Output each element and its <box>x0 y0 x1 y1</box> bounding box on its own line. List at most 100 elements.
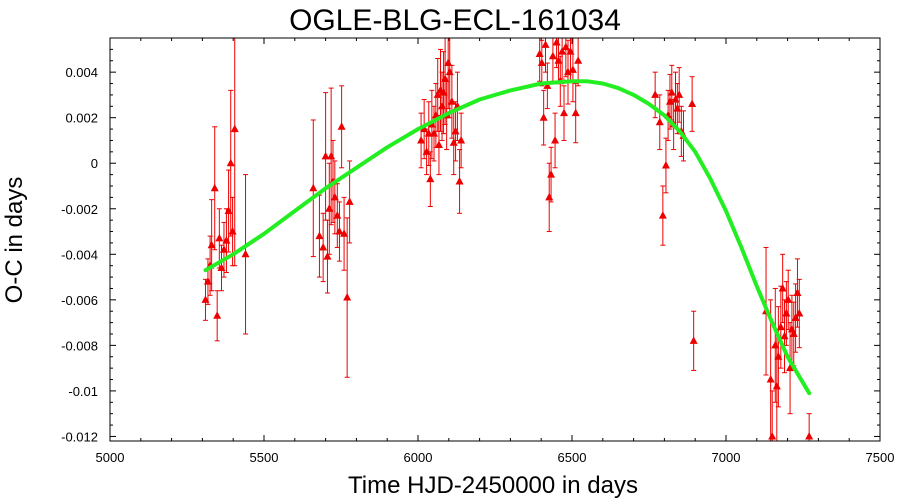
data-point <box>441 74 450 82</box>
data-point <box>547 170 556 178</box>
data-point <box>444 58 453 67</box>
data-point <box>768 431 777 440</box>
data-point <box>673 104 682 112</box>
x-tick-label: 6000 <box>404 450 433 465</box>
data-point <box>434 140 443 149</box>
data-point <box>215 233 224 242</box>
data-point <box>651 90 660 98</box>
data-point <box>447 97 456 105</box>
plot-frame <box>109 37 881 442</box>
data-point <box>776 322 785 331</box>
data-point <box>688 99 697 108</box>
data-point <box>438 101 447 110</box>
data-point <box>226 158 235 167</box>
data-point <box>241 249 250 258</box>
data-point <box>793 288 802 297</box>
data-point <box>805 431 814 440</box>
y-tick-label: -0.004 <box>61 247 98 262</box>
data-point <box>213 311 222 319</box>
x-tick-label: 6500 <box>558 450 587 465</box>
data-point <box>558 47 567 55</box>
data-point <box>340 229 349 237</box>
x-axis-label: Time HJD-2450000 in days <box>348 472 638 499</box>
data-point <box>345 197 354 205</box>
data-point <box>430 129 439 137</box>
data-point <box>782 308 791 317</box>
data-point <box>561 42 570 51</box>
data-point <box>667 88 676 96</box>
data-point <box>539 113 548 121</box>
plot-area: 5000 5500 6000 6500 7000 7500 0.004 0.002 0 -0.00… <box>61 37 894 465</box>
data-point <box>655 117 664 126</box>
data-point <box>445 67 454 76</box>
data-point <box>337 122 346 130</box>
data-point <box>323 252 332 260</box>
data-point <box>766 375 775 383</box>
data-point <box>433 90 442 98</box>
data-point <box>786 363 795 372</box>
data-point <box>784 295 793 303</box>
data-point <box>780 331 789 340</box>
data-point <box>563 67 572 76</box>
data-point <box>327 151 336 160</box>
data-point <box>559 108 568 117</box>
data-point <box>224 206 233 215</box>
data-point <box>665 97 674 105</box>
data-point <box>449 138 458 146</box>
data-point <box>778 283 787 292</box>
data-point <box>219 245 228 253</box>
data-point <box>552 38 561 46</box>
data-point <box>566 47 575 55</box>
data-point <box>771 340 780 349</box>
data-point <box>230 124 239 133</box>
data-point <box>541 40 550 48</box>
x-tick-label: 7000 <box>712 450 741 465</box>
data-point <box>554 56 563 64</box>
data-point <box>424 129 433 137</box>
data-point <box>309 183 318 192</box>
data-point <box>417 135 426 144</box>
data-point <box>772 381 781 390</box>
data-point <box>319 242 328 251</box>
data-point <box>201 295 210 303</box>
data-point <box>343 293 352 301</box>
data-point <box>335 227 344 235</box>
data-point <box>671 94 680 103</box>
y-tick-label: -0.002 <box>61 202 98 217</box>
data-point <box>315 231 324 240</box>
data-point <box>795 308 804 317</box>
data-point <box>420 124 429 133</box>
y-tick-label: -0.008 <box>61 338 98 353</box>
data-point <box>207 240 216 249</box>
data-point <box>551 135 560 144</box>
data-point <box>222 236 231 244</box>
data-point <box>330 192 339 201</box>
data-point <box>325 204 334 212</box>
y-tick-label: -0.01 <box>68 384 98 399</box>
data-point <box>455 176 464 185</box>
data-point <box>333 211 342 219</box>
data-point <box>658 211 667 219</box>
data-point <box>535 49 544 57</box>
data-point <box>321 151 330 160</box>
data-point <box>791 313 800 322</box>
y-tick-label: 0 <box>91 156 98 171</box>
data-point <box>545 192 554 201</box>
y-tick-label: 0.004 <box>65 65 98 80</box>
data-point <box>675 90 684 98</box>
data-point <box>203 277 212 285</box>
data-point <box>571 108 580 117</box>
x-tick-label: 5000 <box>96 450 125 465</box>
data-point <box>217 263 226 271</box>
data-point <box>574 56 583 64</box>
fit-curve <box>203 79 812 396</box>
data-point <box>774 352 783 360</box>
data-point <box>439 88 448 96</box>
y-axis-label: O-C in days <box>1 177 28 304</box>
data-point <box>426 174 435 183</box>
x-tick-label: 5500 <box>250 450 279 465</box>
data-point <box>228 227 237 235</box>
y-tick-label: -0.006 <box>61 293 98 308</box>
chart-title: OGLE-BLG-ECL-161034 <box>289 4 621 37</box>
